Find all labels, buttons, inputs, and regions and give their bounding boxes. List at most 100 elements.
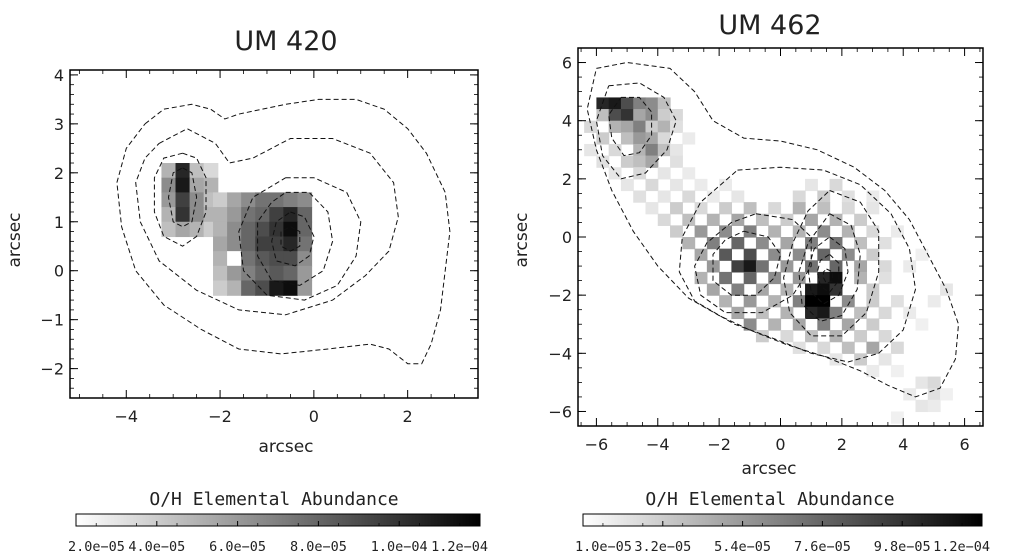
colorbar-ticks: 2.0e−05 4.0e−05 6.0e−05 8.0e−05 1.0e−04 1.2e−… [68, 521, 488, 555]
heatmap-cell [670, 225, 683, 238]
heatmap-cell [829, 271, 843, 285]
heatmap-cell [584, 143, 598, 157]
heatmap-cell [915, 399, 929, 413]
contour-line [678, 166, 917, 363]
y-axis-label: arcsec [512, 212, 532, 267]
heatmap-cell [596, 109, 610, 122]
heatmap-cell [682, 167, 696, 180]
colorbar-title: O/H Elemental Abundance [645, 489, 894, 510]
heatmap-cell [768, 318, 782, 331]
heatmap-cells [161, 163, 313, 296]
heatmap-cell [161, 163, 177, 179]
y-tick-label: −2 [548, 286, 572, 305]
colorbar-tick-label: 1.2e−04 [933, 539, 990, 555]
heatmap-cell [854, 260, 868, 273]
heatmap-cell [866, 295, 880, 308]
heatmap-cell [890, 411, 904, 424]
heatmap-cell [854, 353, 868, 366]
x-tick-label: 2 [837, 435, 847, 454]
heatmap-cell [829, 178, 843, 192]
heatmap-cell [608, 97, 622, 110]
heatmap-cell [940, 388, 953, 401]
y-axis-label: arcsec [5, 212, 25, 267]
heatmap-cell [657, 190, 671, 203]
heatmap-cell [657, 213, 671, 226]
heatmap-cell [255, 236, 270, 252]
heatmap-cell [878, 271, 892, 285]
heatmap-cell [241, 236, 256, 252]
heatmap-cell [780, 306, 794, 320]
heatmap-cell [817, 283, 831, 296]
panel-um420: UM 420 arcsec arcsec −4 −2 0 2 −2 −1 0 1 2 3 4 O/H… [5, 26, 488, 555]
heatmap-cell [227, 265, 242, 282]
heatmap-cell [890, 225, 904, 238]
heatmap-cell [719, 248, 733, 261]
heatmap-cell [670, 120, 683, 133]
heatmap-cell [297, 207, 313, 223]
colorbar-tick-label: 6.0e−05 [209, 539, 266, 555]
colorbar-tick-label: 1.0e−04 [371, 539, 428, 555]
contour-lines [586, 61, 960, 398]
heatmap-cell [706, 213, 720, 226]
heatmap-cell [719, 225, 733, 238]
heatmap-cell [657, 97, 671, 110]
heatmap-cell [269, 251, 284, 267]
heatmap-cell [817, 248, 831, 261]
heatmap-cell [670, 202, 683, 215]
contour-line [116, 98, 451, 365]
heatmap-cell [866, 318, 880, 331]
heatmap-cell [866, 248, 880, 261]
heatmap-cell [854, 237, 868, 250]
heatmap-cell [283, 207, 299, 223]
y-tick-label: 4 [562, 112, 572, 131]
heatmap-cell [670, 178, 683, 192]
x-axis-label: arcsec [258, 437, 313, 457]
heatmap-cell [915, 376, 929, 389]
x-tick-label: 6 [959, 435, 969, 454]
heatmap-cell [213, 251, 228, 267]
heatmap-cell [841, 318, 855, 331]
heatmap-cell [633, 132, 647, 145]
heatmap-cell [227, 280, 242, 296]
heatmap-cell [227, 192, 242, 208]
colorbar-tick-label: 5.4e−05 [714, 539, 771, 555]
colorbar-tick-label: 4.0e−05 [128, 539, 185, 555]
heatmap-cell [633, 120, 647, 133]
heatmap-cell [633, 109, 647, 122]
heatmap-cell [297, 192, 313, 208]
heatmap-cell [878, 237, 892, 250]
contour-line [135, 128, 399, 316]
y-tick-label: −1 [40, 311, 64, 330]
heatmap-cell [792, 318, 806, 331]
heatmap-cell [780, 283, 794, 296]
heatmap-cell [694, 225, 708, 238]
heatmap-cell [213, 236, 228, 252]
colorbar-ticks: 1.0e−05 3.2e−05 5.4e−05 7.6e−05 9.8e−05 1.2e−… [575, 521, 990, 555]
heatmap-cell [719, 271, 733, 285]
heatmap-cell [817, 295, 831, 308]
contour-line [595, 82, 677, 180]
heatmap-cell [866, 341, 880, 354]
heatmap-cell [903, 306, 917, 320]
y-tick-label: −2 [40, 360, 64, 379]
heatmap-cell [854, 306, 868, 320]
heatmap-cell [227, 207, 242, 223]
heatmap-cell [915, 318, 929, 331]
heatmap-cell [743, 318, 757, 331]
heatmap-cell [670, 143, 683, 157]
heatmap-cell [255, 207, 270, 223]
y-tick-label: 4 [54, 66, 64, 85]
heatmap-cell [241, 207, 256, 223]
heatmap-cell [743, 202, 757, 215]
heatmap-cell [719, 295, 733, 308]
plot-frame [577, 47, 984, 427]
heatmap-cell [657, 132, 671, 145]
colorbar-tick-label: 1.2e−04 [431, 539, 488, 555]
heatmap-cell [657, 143, 671, 157]
colorbar-tick-label: 3.2e−05 [634, 539, 691, 555]
heatmap-cell [633, 97, 647, 110]
contour-line [694, 213, 812, 314]
heatmap-cell [817, 306, 831, 320]
heatmap-cell [645, 202, 659, 215]
heatmap-cell [792, 295, 806, 308]
